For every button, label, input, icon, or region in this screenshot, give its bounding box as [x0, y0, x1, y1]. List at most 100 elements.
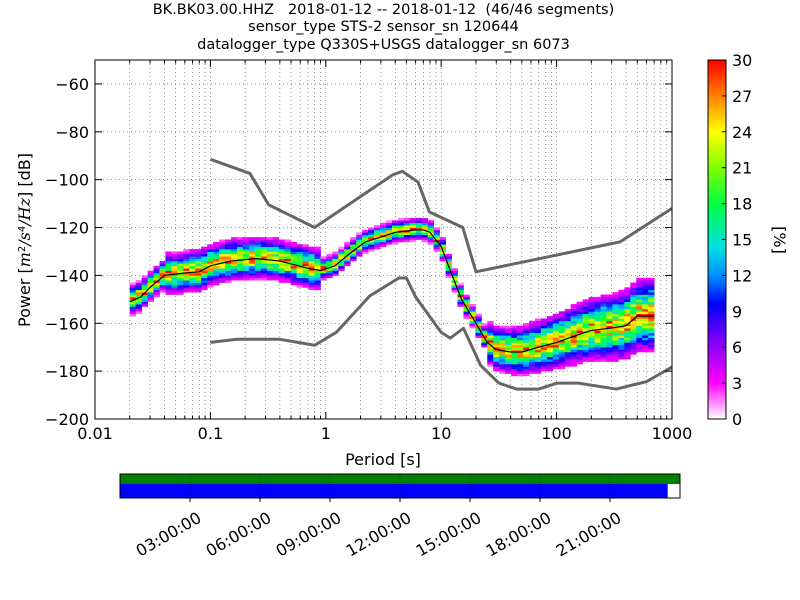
psd-heat-cell — [636, 318, 643, 322]
psd-heat-cell — [189, 256, 196, 259]
psd-heat-cell — [588, 335, 595, 338]
psd-heat-cell — [320, 265, 327, 269]
psd-heat-cell — [219, 261, 226, 264]
psd-heat-cell — [588, 318, 595, 322]
psd-heat-cell — [642, 299, 649, 303]
psd-heat-cell — [487, 330, 494, 334]
psd-heat-cell — [576, 344, 584, 348]
psd-heat-cell — [141, 287, 149, 291]
psd-heat-cell — [540, 318, 548, 322]
psd-heat-cell — [207, 256, 214, 259]
psd-heat-cell — [213, 249, 220, 252]
psd-heat-cell — [618, 344, 625, 348]
psd-heat-cell — [445, 275, 452, 279]
psd-heat-cell — [290, 261, 297, 264]
psd-heat-cell — [582, 318, 589, 322]
psd-heat-cell — [159, 287, 166, 291]
psd-heat-cell — [165, 268, 172, 271]
psd-heat-cell — [588, 359, 595, 362]
psd-heat-cell — [630, 351, 637, 355]
psd-heat-cell — [648, 301, 655, 305]
psd-heat-cell — [606, 296, 613, 300]
psd-heat-cell — [302, 258, 309, 262]
psd-heat-cell — [570, 337, 578, 341]
psd-heat-cell — [594, 340, 601, 343]
psd-heat-cell — [308, 284, 315, 288]
psd-heat-cell — [439, 244, 446, 247]
psd-heat-cell — [540, 354, 548, 358]
psd-heat-cell — [171, 280, 178, 283]
x-tick-label: 100 — [541, 424, 572, 443]
psd-heat-cell — [552, 354, 560, 358]
psd-heat-cell — [254, 256, 262, 259]
psd-heat-cell — [552, 342, 560, 346]
psd-heat-cell — [320, 270, 327, 274]
psd-heat-cell — [284, 239, 292, 243]
psd-heat-cell — [517, 340, 524, 343]
psd-heat-cell — [558, 340, 566, 343]
psd-heat-cell — [528, 330, 536, 334]
psd-heat-cell — [368, 234, 375, 238]
psd-heat-cell — [159, 273, 166, 276]
psd-heat-cell — [332, 256, 339, 259]
psd-heat-cell — [207, 275, 214, 279]
psd-heat-cell — [606, 359, 613, 362]
psd-heat-cell — [427, 220, 435, 224]
psd-heat-cell — [630, 323, 637, 326]
psd-heat-cell — [320, 275, 327, 279]
psd-heat-cell — [391, 225, 399, 228]
psd-heat-cell — [248, 239, 256, 243]
psd-heat-cell — [475, 323, 482, 326]
psd-heat-cell — [129, 313, 137, 317]
psd-heat-cell — [403, 225, 411, 228]
psd-heat-cell — [505, 342, 512, 346]
psd-heat-cell — [213, 282, 220, 286]
psd-heat-cell — [254, 273, 262, 276]
psd-heat-cell — [588, 323, 595, 326]
psd-heat-cell — [517, 356, 524, 360]
psd-heat-cell — [236, 265, 244, 269]
psd-heat-cell — [511, 328, 518, 331]
psd-heat-cell — [201, 287, 208, 291]
psd-heat-cell — [231, 268, 238, 271]
psd-heat-cell — [225, 275, 232, 279]
psd-heat-cell — [564, 356, 572, 360]
psd-heat-cell — [534, 368, 542, 372]
psd-heat-cell — [421, 225, 429, 228]
psd-heat-cell — [564, 325, 572, 329]
psd-heat-cell — [642, 306, 649, 310]
psd-heat-cell — [552, 363, 560, 367]
psd-heat-cell — [505, 344, 512, 348]
psd-heat-cell — [588, 351, 595, 355]
low-noise-model-line — [210, 276, 672, 391]
psd-heat-cell — [177, 256, 184, 259]
psd-heat-cell — [642, 311, 649, 314]
psd-heat-cell — [135, 282, 143, 286]
psd-heat-cell — [201, 261, 208, 264]
psd-heat-cell — [266, 265, 274, 269]
psd-heat-cell — [624, 308, 631, 312]
psd-heat-cell — [356, 234, 363, 238]
psd-heat-cell — [630, 332, 637, 336]
psd-heat-cell — [380, 222, 387, 226]
psd-heat-cell — [570, 344, 578, 348]
psd-heat-cell — [177, 265, 184, 269]
psd-heat-cell — [433, 244, 441, 247]
psd-heat-cell — [266, 239, 274, 243]
psd-heat-cell — [326, 256, 333, 259]
psd-heat-cell — [242, 277, 250, 281]
psd-heat-cell — [153, 273, 160, 276]
psd-heat-cell — [445, 256, 452, 259]
psd-heat-cell — [183, 275, 190, 279]
psd-heat-cell — [236, 256, 244, 259]
psd-heat-cell — [517, 332, 524, 336]
psd-heat-cell — [582, 340, 589, 343]
psd-heat-cell — [135, 301, 143, 305]
psd-heat-cell — [302, 263, 309, 267]
psd-heat-cell — [236, 253, 244, 257]
psd-heat-cell — [350, 253, 357, 257]
psd-heat-cell — [272, 268, 280, 271]
psd-heat-cell — [523, 366, 530, 370]
psd-heat-cell — [189, 280, 196, 283]
psd-heat-cell — [642, 280, 649, 283]
